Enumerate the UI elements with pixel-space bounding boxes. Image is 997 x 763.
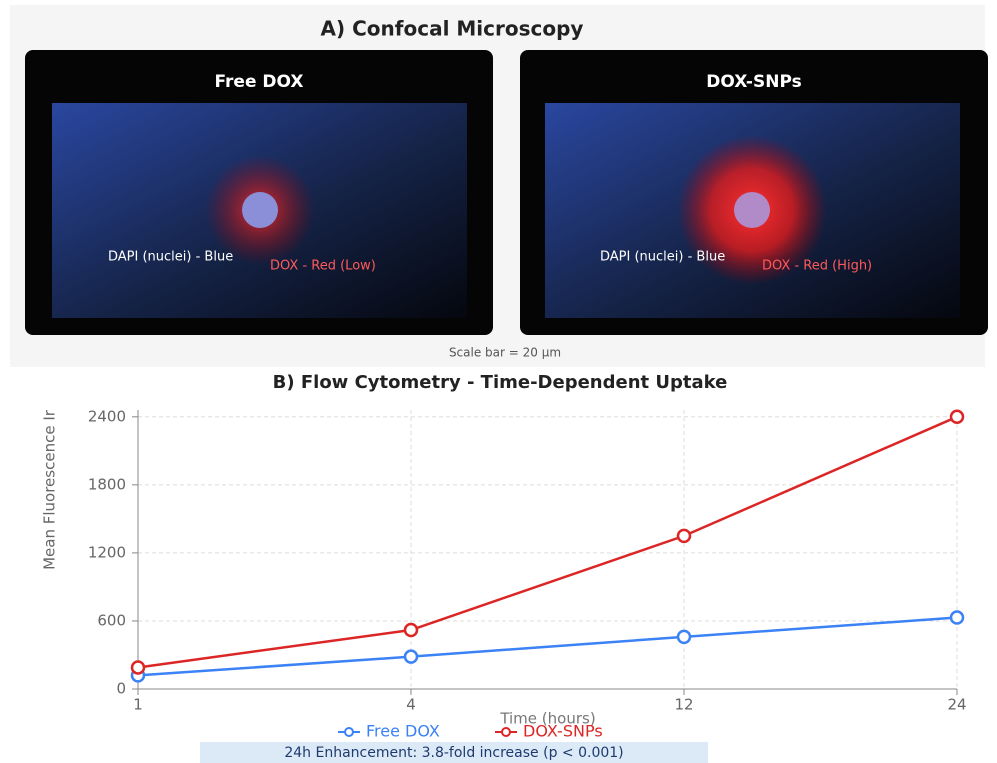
y-tick-label: 600 [97, 611, 126, 629]
legend-label: Free DOX [366, 722, 440, 741]
point [678, 631, 690, 643]
dox-label: DOX - Red (Low) [270, 259, 376, 274]
legend-marker [502, 728, 510, 736]
section-title: A) Confocal Microscopy [321, 17, 584, 41]
figure: A) Confocal Microscopy Free DOX DAPI (nu… [0, 0, 997, 763]
series-line [138, 618, 957, 676]
point [132, 661, 144, 673]
point [678, 530, 690, 542]
dox-label: DOX - Red (High) [762, 259, 872, 274]
y-tick-label: 2400 [88, 407, 126, 425]
panel: Free DOX DAPI (nuclei) - Blue DOX - Red … [25, 50, 493, 335]
annotation: 24h Enhancement: 3.8-fold increase (p < … [284, 745, 623, 761]
x-tick-label: 4 [406, 696, 416, 714]
point [951, 411, 963, 423]
nucleus [734, 192, 770, 228]
panel: DOX-SNPs DAPI (nuclei) - Blue DOX - Red … [520, 50, 988, 335]
y-tick-label: 1800 [88, 475, 126, 493]
chart-title: B) Flow Cytometry - Time-Dependent Uptak… [273, 372, 728, 393]
panel-title: DOX-SNPs [706, 72, 801, 92]
nucleus [242, 192, 278, 228]
legend-marker [345, 728, 353, 736]
dapi-label: DAPI (nuclei) - Blue [108, 250, 233, 265]
panel-title: Free DOX [215, 72, 304, 92]
series-line [138, 417, 957, 668]
point [405, 651, 417, 663]
dapi-label: DAPI (nuclei) - Blue [600, 250, 725, 265]
point [951, 612, 963, 624]
x-tick-label: 24 [947, 696, 966, 714]
scale-bar: Scale bar = 20 μm [449, 346, 561, 360]
legend-label: DOX-SNPs [523, 722, 603, 741]
y-tick-label: 1200 [88, 543, 126, 561]
x-tick-label: 1 [133, 696, 143, 714]
x-tick-label: 12 [674, 696, 693, 714]
y-tick-label: 0 [116, 680, 126, 698]
page: A) Confocal Microscopy Free DOX DAPI (nu… [0, 0, 997, 763]
point [405, 624, 417, 636]
y-axis-label: Mean Fluorescence Ir [41, 409, 59, 570]
